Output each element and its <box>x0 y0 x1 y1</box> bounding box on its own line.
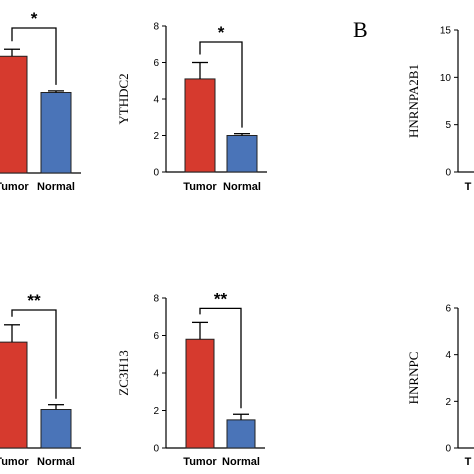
y-tick-label: 4 <box>153 95 159 106</box>
category-label: T <box>465 181 472 193</box>
bar-normal <box>40 409 72 449</box>
bar-tumor <box>184 78 216 173</box>
bar-tumor <box>185 338 215 449</box>
y-axis-title: HNRNPA2B1 <box>406 64 421 138</box>
category-label: Tumor <box>183 456 217 468</box>
category-label: Tumor <box>0 456 29 468</box>
significance-bracket <box>199 307 242 409</box>
bar-normal <box>226 135 258 173</box>
chart-panel-2: 0 5 10 15 T HNRNPA2B1 <box>406 26 474 193</box>
category-label: Normal <box>37 181 75 193</box>
y-tick-label: 2 <box>445 397 451 408</box>
bar-tumor <box>0 55 28 174</box>
y-tick-label: 0 <box>153 168 159 179</box>
charts-container: Tumor Normal * 0 2 4 6 8 Tumor Normal * YTHDC2 0 5 10 1… <box>0 9 474 468</box>
significance-marker: * <box>31 9 38 28</box>
category-label: Normal <box>222 456 260 468</box>
chart-panel-4: 0 2 4 6 8 Tumor Normal ** ZC3H13 <box>116 289 265 468</box>
y-tick-label: 6 <box>153 58 159 69</box>
y-tick-label: 6 <box>153 331 159 342</box>
y-tick-label: 8 <box>153 294 159 305</box>
y-tick-label: 0 <box>153 444 159 455</box>
y-axis-title: HNRNPC <box>406 352 421 405</box>
y-tick-label: 6 <box>445 304 451 315</box>
y-tick-label: 2 <box>153 131 159 142</box>
bar-normal <box>40 92 72 174</box>
chart-panel-5: 0 2 4 6 T HNRNPC <box>406 304 474 468</box>
y-tick-label: 0 <box>445 168 451 179</box>
chart-panel-3: Tumor Normal ** <box>0 291 81 468</box>
panel-label-b: B <box>353 17 368 42</box>
y-tick-label: 0 <box>445 444 451 455</box>
bar-tumor <box>0 341 28 449</box>
significance-bracket <box>11 27 57 85</box>
y-tick-label: 5 <box>445 120 451 131</box>
y-tick-label: 15 <box>440 26 452 37</box>
y-axis-title: ZC3H13 <box>116 350 131 396</box>
y-tick-label: 2 <box>153 406 159 417</box>
significance-marker: ** <box>27 291 41 310</box>
significance-bracket <box>199 41 243 128</box>
y-tick-label: 8 <box>153 22 159 33</box>
category-label: Normal <box>223 181 261 193</box>
category-label: T <box>465 456 472 468</box>
significance-bracket <box>11 309 57 399</box>
y-tick-label: 4 <box>445 350 451 361</box>
significance-marker: ** <box>214 289 228 308</box>
bar-normal <box>226 419 256 449</box>
chart-panel-1: 0 2 4 6 8 Tumor Normal * YTHDC2 <box>116 22 267 193</box>
chart-panel-0: Tumor Normal * <box>0 9 81 193</box>
y-axis-title: YTHDC2 <box>116 73 131 124</box>
significance-marker: * <box>218 23 225 42</box>
category-label: Tumor <box>183 181 217 193</box>
category-label: Normal <box>37 456 75 468</box>
category-label: Tumor <box>0 181 29 193</box>
y-tick-label: 4 <box>153 369 159 380</box>
y-tick-label: 10 <box>440 73 452 84</box>
